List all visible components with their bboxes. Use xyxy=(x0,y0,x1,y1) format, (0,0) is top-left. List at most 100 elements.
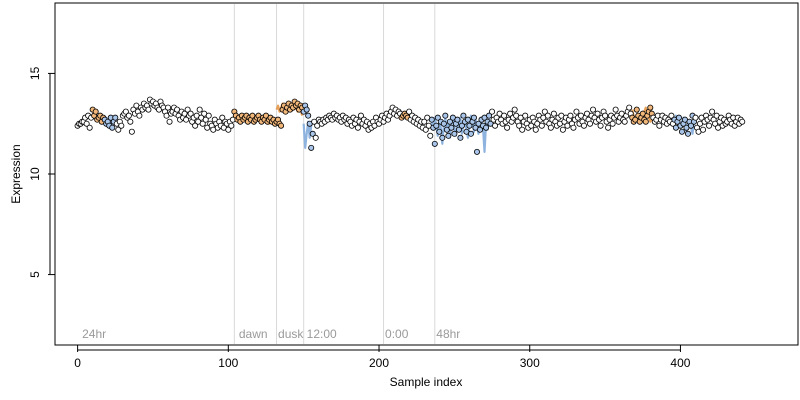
data-point xyxy=(550,110,557,117)
data-point xyxy=(305,112,312,119)
data-point xyxy=(612,106,619,113)
data-point xyxy=(128,128,135,135)
data-point xyxy=(528,122,535,129)
data-point xyxy=(205,112,212,119)
data-point xyxy=(470,114,477,121)
data-point xyxy=(431,140,438,147)
data-point xyxy=(656,122,663,129)
data-point xyxy=(196,106,203,113)
y-axis-title: Expression xyxy=(9,144,23,203)
x-tick-label: 0 xyxy=(74,356,81,370)
data-point xyxy=(633,106,640,113)
data-point xyxy=(609,120,616,127)
data-point xyxy=(439,134,446,141)
data-point xyxy=(567,112,574,119)
data-point xyxy=(706,122,713,129)
data-point xyxy=(184,106,191,113)
data-point xyxy=(519,126,526,133)
data-point xyxy=(594,110,601,117)
data-point xyxy=(145,106,152,113)
data-points xyxy=(74,96,746,155)
data-point xyxy=(597,122,604,129)
x-axis: 0 100 200 300 400 xyxy=(74,345,691,370)
annotation-label: 24hr xyxy=(82,327,106,341)
data-point xyxy=(278,122,285,129)
data-point xyxy=(668,112,675,119)
data-point xyxy=(303,106,310,113)
data-point xyxy=(570,124,577,131)
data-point xyxy=(700,126,707,133)
data-point xyxy=(455,126,462,133)
data-point xyxy=(486,112,493,119)
data-point xyxy=(83,120,90,127)
data-point xyxy=(219,114,226,121)
data-point xyxy=(357,112,364,119)
data-point xyxy=(522,112,529,119)
data-point xyxy=(504,124,511,131)
data-point xyxy=(457,134,464,141)
data-point xyxy=(125,112,132,119)
data-point xyxy=(427,132,434,139)
data-point xyxy=(626,104,633,111)
data-point xyxy=(547,124,554,131)
data-point xyxy=(199,120,206,127)
data-point xyxy=(684,130,691,137)
annotation-label: dusk xyxy=(278,327,304,341)
data-point xyxy=(590,106,597,113)
annotation-label: dawn xyxy=(239,327,268,341)
data-point xyxy=(445,132,452,139)
data-point xyxy=(573,108,580,115)
data-point xyxy=(127,118,134,125)
data-point xyxy=(687,122,694,129)
y-axis: 5 10 15 xyxy=(28,66,55,278)
data-point xyxy=(406,108,413,115)
data-point xyxy=(422,126,429,133)
data-point xyxy=(86,124,93,131)
x-tick-label: 400 xyxy=(670,356,690,370)
data-point xyxy=(709,108,716,115)
data-point xyxy=(516,122,523,129)
data-point xyxy=(228,122,235,129)
data-point xyxy=(451,130,458,137)
data-point xyxy=(436,128,443,135)
data-point xyxy=(532,126,539,133)
data-point xyxy=(460,112,467,119)
y-tick-label: 10 xyxy=(28,167,42,181)
data-point xyxy=(477,126,484,133)
data-point xyxy=(202,116,209,123)
data-point xyxy=(473,148,480,155)
y-tick-label: 5 xyxy=(28,271,42,278)
data-point xyxy=(605,124,612,131)
data-point xyxy=(621,118,628,125)
data-point xyxy=(501,112,508,119)
data-point xyxy=(544,112,551,119)
data-point xyxy=(489,108,496,115)
x-tick-label: 100 xyxy=(218,356,238,370)
data-point xyxy=(511,106,518,113)
data-point xyxy=(312,134,319,141)
data-point xyxy=(647,104,654,111)
data-point xyxy=(354,124,361,131)
data-point xyxy=(122,108,129,115)
annotation-label: 48hr xyxy=(436,327,460,341)
x-tick-label: 200 xyxy=(369,356,389,370)
data-point xyxy=(678,128,685,135)
x-axis-title: Sample index xyxy=(390,375,463,389)
data-point xyxy=(467,130,474,137)
time-annotations: 24hr dawn dusk 12:00 0:00 48hr xyxy=(82,327,460,341)
data-point xyxy=(602,112,609,119)
data-point xyxy=(183,116,190,123)
data-point xyxy=(458,122,465,129)
data-point xyxy=(587,120,594,127)
plot-frame xyxy=(54,2,799,346)
data-point xyxy=(454,116,461,123)
data-point xyxy=(136,112,143,119)
data-point xyxy=(559,126,566,133)
data-point xyxy=(580,122,587,129)
data-point xyxy=(433,122,440,129)
data-point xyxy=(466,122,473,129)
data-point xyxy=(446,118,453,125)
data-point xyxy=(541,108,548,115)
data-point xyxy=(692,114,699,121)
